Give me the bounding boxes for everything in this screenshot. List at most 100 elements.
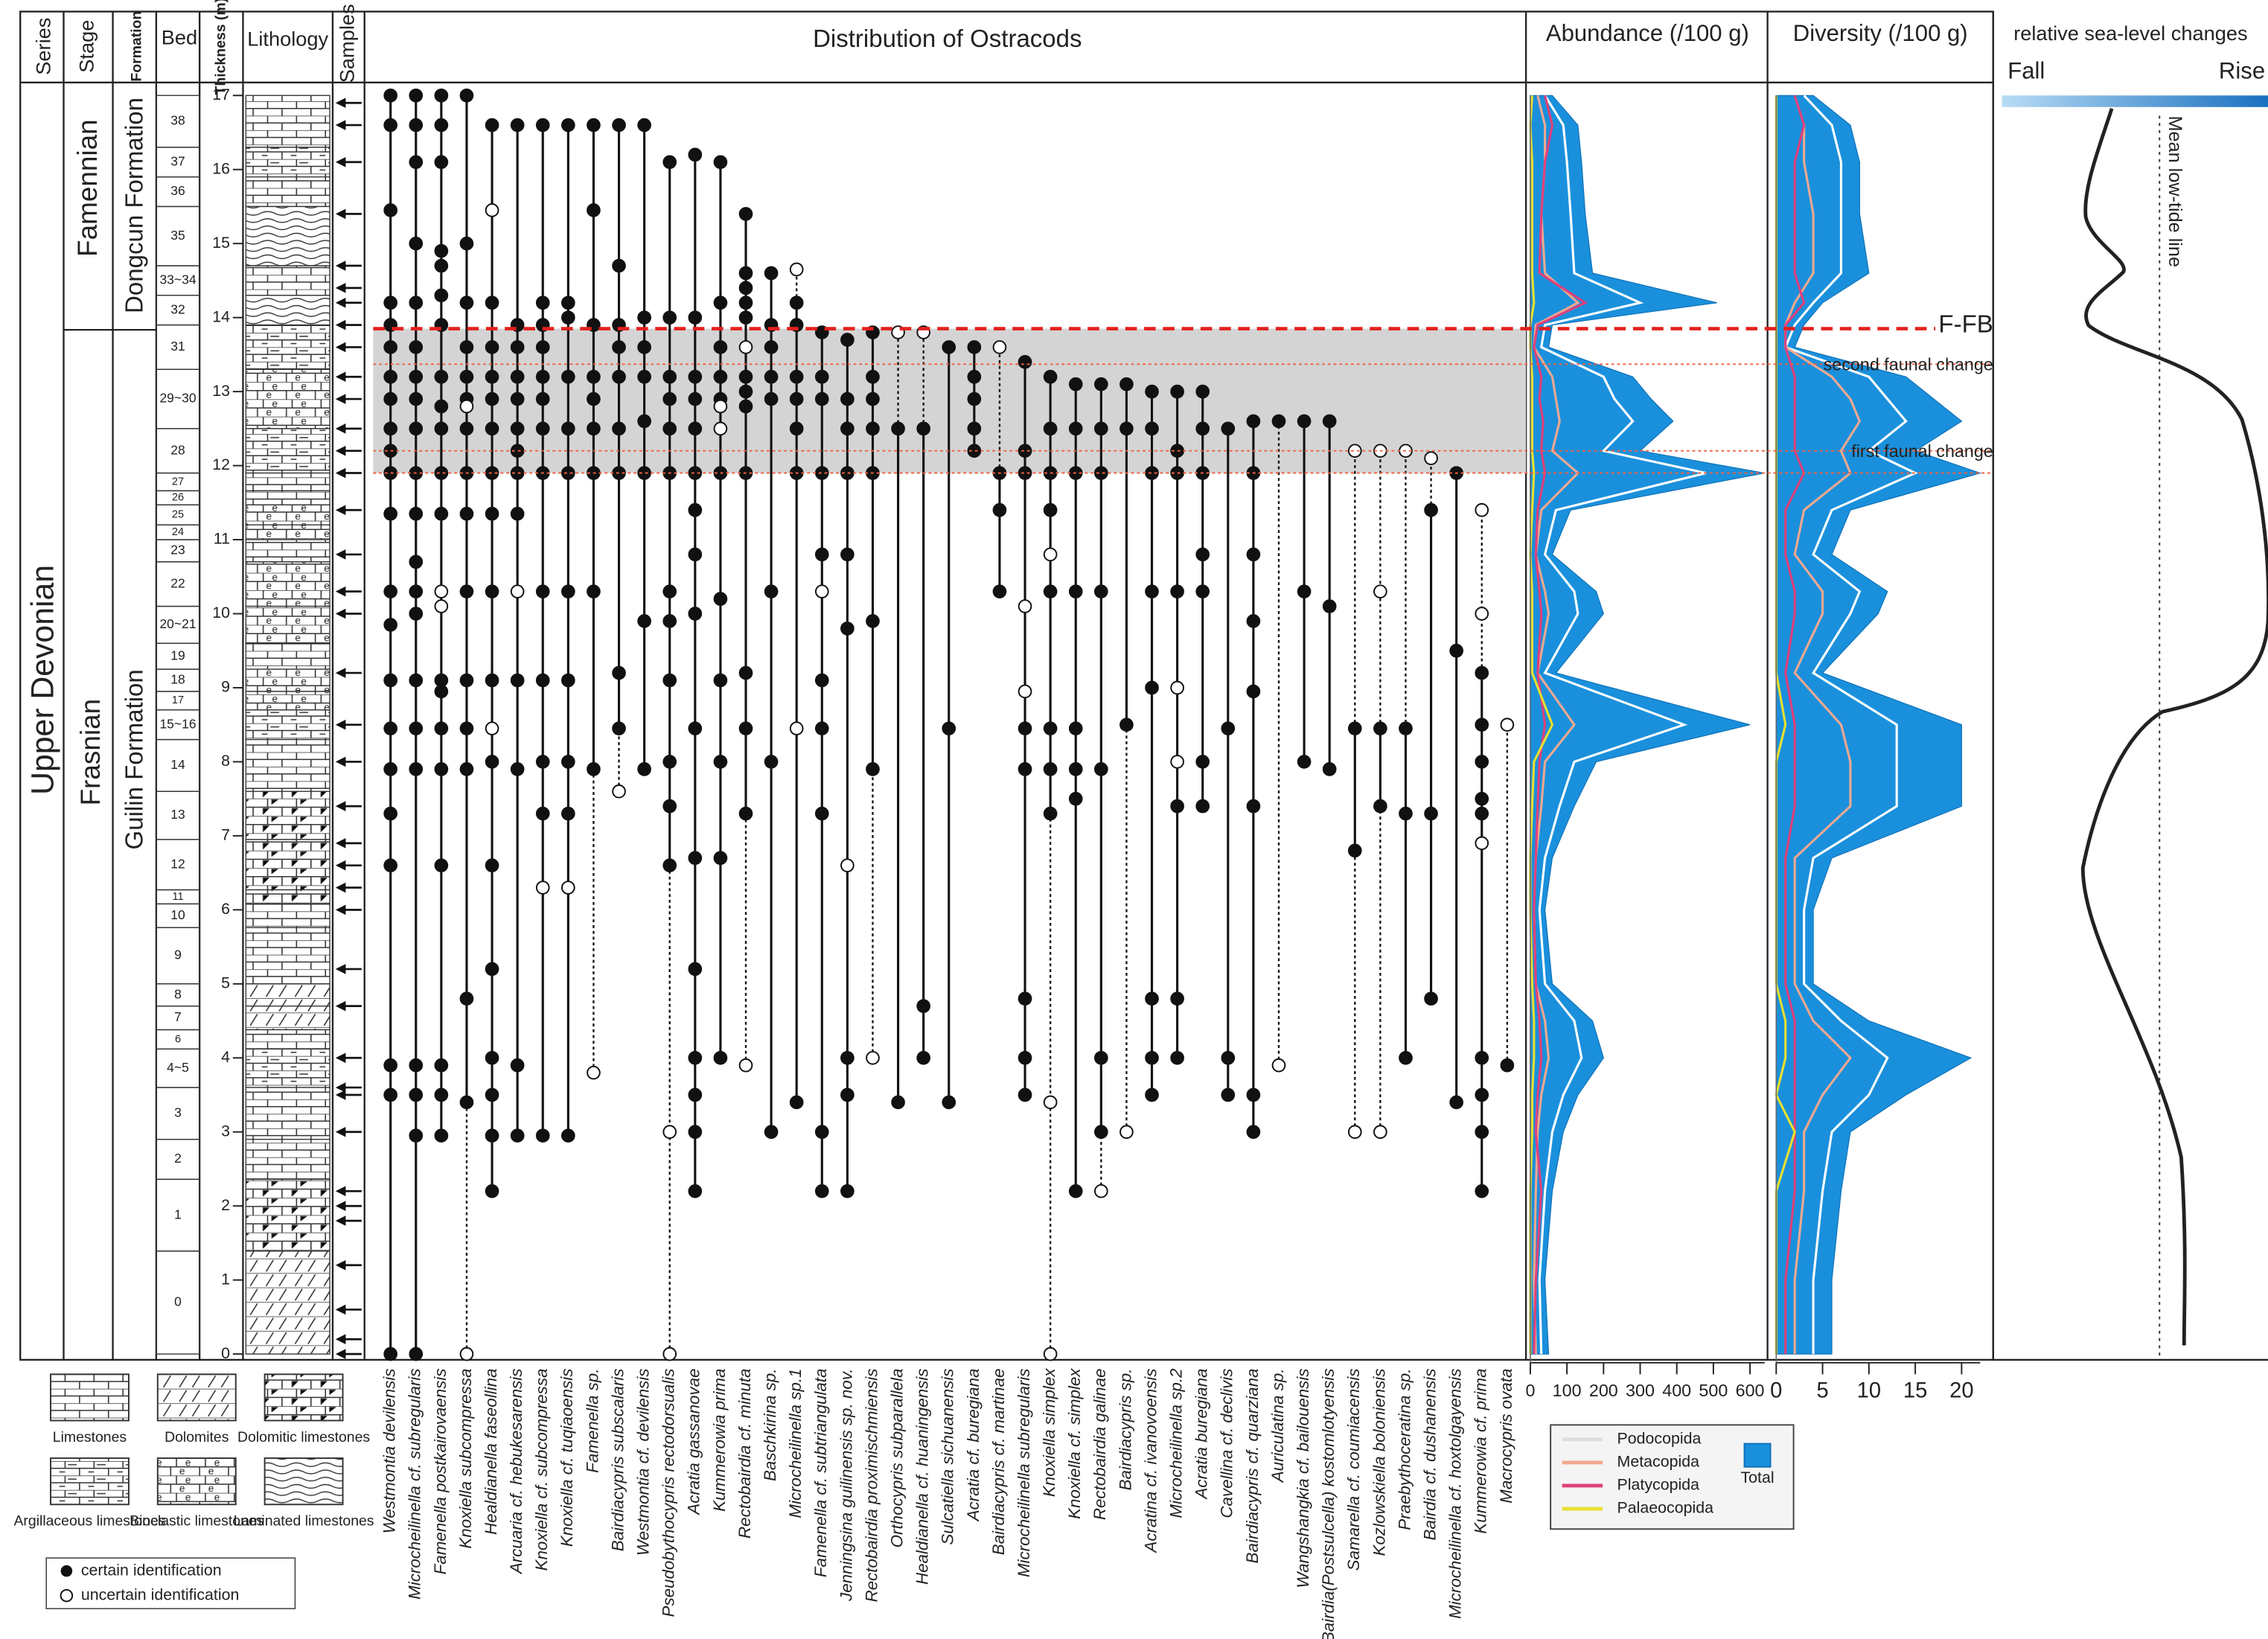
x-tick-label: 15 (1903, 1378, 1927, 1402)
occurrence (435, 1089, 448, 1102)
species-name: Westmontia cf. devilensis (634, 1369, 653, 1556)
occurrence (1475, 1125, 1488, 1138)
thickness-label: 13 (212, 382, 230, 400)
legend-label: Podocopida (1617, 1429, 1702, 1447)
sample-arrow-head (336, 1201, 346, 1211)
bed-label: 31 (170, 339, 185, 354)
occurrence (715, 852, 727, 864)
sea-level-gradient (2002, 95, 2268, 107)
occurrence (740, 282, 753, 295)
species-name: Wangshangkia cf. bailouensis (1294, 1369, 1312, 1588)
occurrence (638, 415, 651, 428)
occurrence (1171, 800, 1183, 813)
series-name: Upper Devonian (25, 565, 61, 795)
lithology-swatch (265, 1458, 343, 1504)
thickness-label: 12 (212, 456, 230, 473)
occurrence (461, 89, 473, 102)
thickness-label: 1 (221, 1270, 230, 1288)
occurrence (409, 722, 422, 735)
occurrence (1399, 722, 1412, 735)
lithology-swatch (158, 1374, 236, 1420)
occurrence (663, 585, 676, 598)
occurrence (1095, 763, 1108, 776)
occurrence (409, 119, 422, 132)
bed-label: 33~34 (159, 272, 196, 287)
legend-label: Metacopida (1617, 1453, 1700, 1471)
occurrence (942, 341, 955, 354)
occurrence (562, 371, 575, 383)
occurrence (562, 755, 575, 768)
occurrence (511, 1129, 524, 1142)
formation-name: Dongcun Formation (120, 98, 147, 313)
occurrence (587, 371, 600, 383)
occurrence (486, 1129, 499, 1142)
lithology-bed (246, 325, 330, 370)
occurrence (384, 1348, 397, 1361)
occurrence (409, 341, 422, 354)
occurrence (994, 585, 1006, 598)
lithology-bed (246, 147, 330, 177)
lithology-swatch (265, 1374, 343, 1420)
sample-arrow-head (336, 1052, 346, 1063)
bed-label: 23 (170, 543, 185, 557)
occurrence (1248, 1089, 1260, 1102)
species-name: Samarella cf. coumiacensis (1344, 1369, 1363, 1571)
thickness-label: 14 (212, 307, 230, 325)
header-samples: Samples (336, 4, 359, 83)
occurrence (461, 992, 473, 1005)
occurrence (1070, 585, 1082, 598)
occurrence (715, 674, 727, 687)
occurrence (435, 1059, 448, 1072)
legend-swatch (1745, 1444, 1771, 1467)
occurrence (1095, 1125, 1108, 1138)
occurrence (715, 755, 727, 768)
occurrence (537, 119, 549, 132)
occurrence (765, 371, 778, 383)
occurrence (409, 763, 422, 776)
sea-level-rise: Rise (2219, 57, 2265, 83)
occurrence (1146, 682, 1158, 694)
sample-arrow-head (336, 860, 346, 871)
occurrence (435, 119, 448, 132)
occurrence (435, 686, 448, 698)
thickness-label: 16 (212, 159, 230, 177)
legend-label: Total (1740, 1469, 1774, 1486)
horizon-label: first faunal change (1851, 441, 1993, 461)
header-stage: Stage (75, 20, 98, 73)
sample-arrow-head (336, 320, 346, 330)
occurrence (511, 1059, 524, 1072)
figure: ee Series Stage Formation Bed Thickness … (0, 0, 2268, 1639)
occurrence-uncertain (461, 400, 473, 413)
occurrence (1349, 844, 1361, 857)
occurrence (1171, 386, 1183, 398)
occurrence (1070, 763, 1082, 776)
occurrence (866, 763, 879, 776)
legend-uncertain: uncertain identification (81, 1585, 240, 1603)
occurrence (511, 393, 524, 406)
occurrence (1248, 615, 1260, 627)
occurrence-uncertain (1349, 1125, 1361, 1138)
sample-arrow-head (336, 209, 346, 220)
sea-level-fall: Fall (2007, 57, 2045, 83)
occurrence (537, 755, 549, 768)
occurrence (1019, 763, 1032, 776)
bed-label: 4~5 (167, 1060, 189, 1075)
occurrence (384, 204, 397, 217)
occurrence (384, 859, 397, 872)
occurrence (537, 674, 549, 687)
occurrence (486, 585, 499, 598)
occurrence (435, 156, 448, 168)
occurrence (740, 296, 753, 309)
occurrence (816, 393, 828, 406)
occurrence (740, 667, 753, 680)
bed-label: 32 (170, 301, 185, 316)
species-name: Microcheilinella sp.2 (1167, 1368, 1186, 1518)
header-series: Series (31, 18, 54, 75)
occurrence (486, 341, 499, 354)
sample-arrow-head (336, 424, 346, 434)
lithology-bed (246, 491, 330, 505)
occurrence (1171, 1052, 1183, 1064)
occurrence (1070, 378, 1082, 391)
horizon-label: second faunal change (1824, 354, 1993, 374)
